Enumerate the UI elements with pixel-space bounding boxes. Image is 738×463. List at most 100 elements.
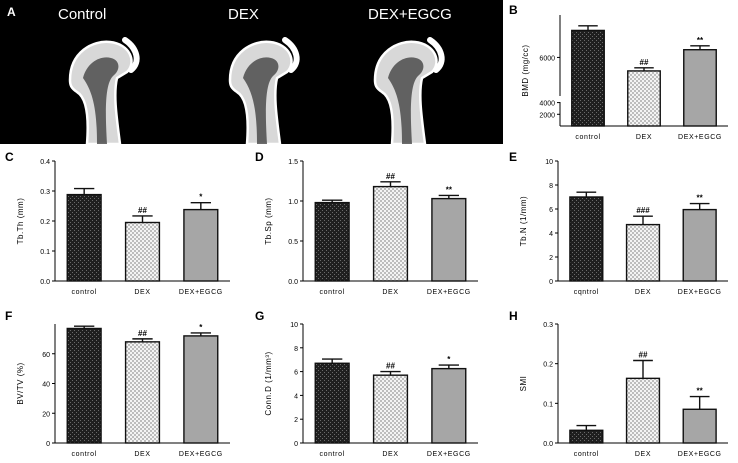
greater-trochanter: [427, 37, 445, 73]
y-tick-label: 4000: [539, 101, 555, 108]
bar-control: [66, 327, 102, 444]
y-tick-label: 0.3: [543, 322, 553, 329]
chart-f: 0 20 40 60 BV/TV (%) control ## DEX * DEX+EGCG: [16, 323, 230, 458]
y-tick-label: 6: [549, 207, 553, 214]
micro-ct-image-panel: A Control DEX DEX+EGCG: [0, 0, 503, 144]
bar-cqntrol: [569, 196, 604, 282]
y-tick-label: 2000: [539, 112, 555, 119]
y-tick-label: 60: [42, 352, 50, 359]
bar-control: [569, 429, 604, 444]
y-tick-label: 10: [545, 159, 553, 166]
y-tick-label: 0.5: [288, 239, 298, 246]
x-tick-label: control: [320, 289, 345, 296]
significance-label: ##: [640, 58, 649, 67]
y-tick-label: 0.0: [40, 279, 50, 286]
significance-label: *: [199, 193, 203, 202]
y-tick-label: 0.2: [40, 219, 50, 226]
bar-dex-egcg: [431, 197, 467, 282]
significance-label: ###: [636, 206, 650, 215]
y-tick-label: 0: [294, 441, 298, 448]
y-tick-label: 0.1: [40, 249, 50, 256]
x-tick-label: control: [320, 451, 345, 458]
y-tick-label: 0.1: [543, 401, 553, 408]
x-tick-label: DEX+EGCG: [427, 289, 471, 296]
femur-scans-image: [68, 37, 445, 144]
significance-label: ##: [138, 206, 147, 215]
significance-label: ##: [386, 362, 395, 371]
bar-control: [314, 362, 350, 444]
y-tick-label: 6: [294, 370, 298, 377]
significance-label: *: [447, 355, 451, 364]
y-axis-label: SMI: [519, 376, 528, 392]
y-tick-label: 0.0: [543, 441, 553, 448]
y-tick-label: 1.5: [288, 159, 298, 166]
bar-dex-egcg: [431, 367, 467, 444]
bar-control: [66, 193, 102, 282]
bar-control: [571, 29, 605, 127]
bar-dex-egcg: [683, 49, 717, 127]
x-tick-label: control: [575, 134, 600, 141]
significance-label: *: [199, 323, 203, 332]
bar-dex-egcg: [682, 208, 717, 282]
bar-dex: [625, 377, 661, 444]
femur-scan-dex: [228, 37, 300, 144]
bar-dex: [625, 223, 661, 282]
y-axis-label: Tb.Th (mm): [16, 198, 25, 245]
panel-letter-h: H: [509, 309, 518, 323]
y-tick-label: 1.0: [288, 199, 298, 206]
y-tick-label: 40: [42, 382, 50, 389]
significance-label: ##: [639, 350, 648, 359]
x-tick-label: DEX+EGCG: [427, 451, 471, 458]
x-tick-label: DEX+EGCG: [179, 289, 223, 296]
bar-dex-egcg: [183, 335, 219, 444]
y-axis-label: Tb.N (1/mm): [519, 196, 528, 246]
y-tick-label: 4: [549, 231, 553, 238]
panel-letter-b: B: [509, 3, 518, 17]
panel-letter-g: G: [255, 309, 265, 323]
x-tick-label: control: [72, 289, 97, 296]
significance-label: **: [446, 185, 453, 194]
bar-dex: [627, 70, 661, 127]
x-tick-label: DEX: [636, 134, 652, 141]
significance-label: ##: [138, 329, 147, 338]
y-tick-label: 0.2: [543, 362, 553, 369]
bar-dex-egcg: [183, 208, 219, 282]
x-tick-label: cqntrol: [574, 289, 599, 296]
y-tick-label: 2: [294, 417, 298, 424]
y-tick-label: 8: [549, 183, 553, 190]
y-tick-label: 0.0: [288, 279, 298, 286]
significance-label: **: [697, 387, 704, 396]
image-label-dex-egcg: DEX+EGCG: [368, 6, 452, 23]
chart-d: 0.0 0.5 1.0 1.5 Tb.Sp (mm) control ## DEX ** DEX+…: [264, 159, 478, 296]
significance-label: ##: [386, 172, 395, 181]
x-tick-label: DEX+EGCG: [678, 451, 722, 458]
panel-letter-c: C: [5, 150, 14, 164]
x-tick-label: DEX: [382, 289, 398, 296]
chart-g: 0 2 4 6 8 10 Conn.D (1/mm³) control ## DEX * DEX+EG…: [264, 322, 478, 458]
chart-e: 0 2 4 6 8 10 Tb.N (1/mm) cqntrol ### DEX ** DEX+EGC…: [519, 159, 728, 296]
bar-control: [314, 201, 350, 282]
greater-trochanter: [122, 37, 140, 73]
x-tick-label: control: [72, 451, 97, 458]
x-tick-label: DEX: [635, 451, 651, 458]
x-tick-label: DEX+EGCG: [179, 451, 223, 458]
y-tick-label: 6000: [539, 55, 555, 62]
trabecular-region: [83, 57, 119, 144]
x-tick-label: control: [574, 451, 599, 458]
y-tick-label: 0.3: [40, 189, 50, 196]
x-tick-label: DEX: [635, 289, 651, 296]
x-tick-label: DEX+EGCG: [678, 289, 722, 296]
x-tick-label: DEX: [382, 451, 398, 458]
y-tick-label: 2: [549, 255, 553, 262]
y-tick-label: 0: [549, 279, 553, 286]
chart-c: 0.0 0.1 0.2 0.3 0.4 Tb.Th (mm) control ## DEX * DE…: [16, 159, 230, 296]
y-axis-label: BMD (mg/cc): [521, 44, 530, 96]
y-tick-label: 10: [290, 322, 298, 329]
significance-label: **: [697, 194, 704, 203]
y-tick-label: 20: [42, 411, 50, 418]
chart-b: 2000 4000 6000 BMD (mg/cc) control ## DEX ** DEX…: [521, 15, 729, 141]
y-tick-label: 0: [46, 441, 50, 448]
panel-letter-d: D: [255, 150, 264, 164]
panel-letter-f: F: [5, 309, 13, 323]
bar-dex-egcg: [682, 408, 717, 444]
